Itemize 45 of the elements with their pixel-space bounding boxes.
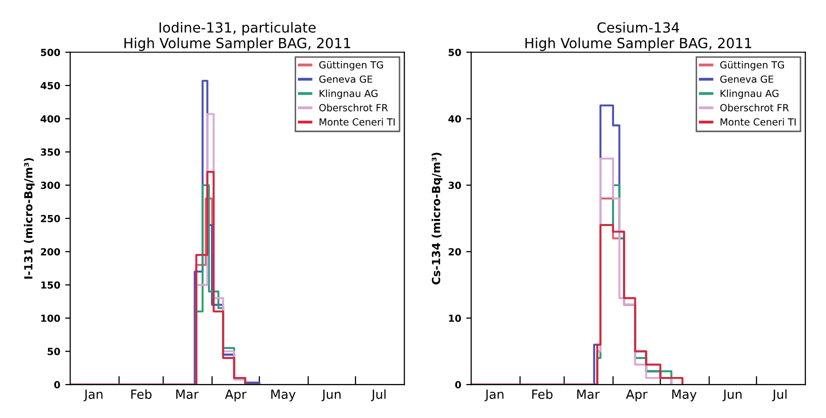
y-tick-label: 100	[41, 314, 60, 322]
legend-label: Geneva GE	[319, 75, 372, 83]
chart-title: Cesium-134 High Volume Sampler BAG, 2011	[525, 22, 752, 51]
x-tick-label: Feb	[131, 389, 152, 399]
x-tick-label: Apr	[626, 390, 648, 402]
y-tick-label: 200	[40, 248, 60, 256]
legend-label: Güttingen TG	[720, 61, 784, 70]
x-tick-label: Jul	[370, 389, 386, 402]
x-tick-label: May	[271, 390, 296, 402]
legend-label: Klingnau AG	[720, 90, 778, 99]
y-tick-label: 30	[448, 182, 462, 190]
legend-label: Güttingen TG	[319, 61, 383, 70]
y-tick-label: 500	[40, 48, 60, 56]
legend-label: Oberschrot FR	[319, 104, 388, 112]
x-tick-label: Apr	[224, 390, 247, 402]
x-tick-label: Jul	[772, 389, 786, 402]
y-tick-label: 10	[449, 314, 462, 322]
legend-label: Klingnau AG	[320, 90, 378, 99]
chart-title: Iodine-131, particulate High Volume Sampler BAG, 2011	[124, 22, 350, 51]
y-tick-label: 50	[448, 48, 462, 56]
legend-label: Monte Ceneri TI	[320, 118, 395, 126]
y-tick-label: 40	[448, 115, 462, 123]
y-tick-label: 20	[448, 248, 462, 256]
y-tick-label: 350	[40, 148, 60, 156]
y-axis-title: I-131 (micro-Bq/m³)	[24, 158, 35, 279]
y-axis-title: Cs-134 (micro-Bq/m³)	[432, 152, 442, 284]
y-tick-label: 450	[40, 82, 60, 90]
y-tick-label: 400	[40, 115, 60, 123]
x-tick-label: May	[672, 390, 697, 402]
x-tick-label: Feb	[532, 389, 553, 399]
x-tick-label: Mar	[176, 390, 199, 399]
x-tick-label: Jun	[722, 390, 742, 402]
legend-label: Geneva GE	[720, 75, 774, 83]
legend-label: Monte Ceneri TI	[720, 118, 796, 126]
x-tick-label: Mar	[577, 390, 600, 399]
x-tick-label: Jan	[84, 390, 102, 402]
legend-label: Oberschrot FR	[720, 104, 789, 112]
y-tick-label: 250	[40, 214, 60, 222]
y-tick-label: 300	[40, 182, 60, 190]
x-tick-label: Jun	[321, 390, 341, 402]
x-tick-label: Jan	[484, 390, 504, 402]
y-tick-label: 0	[455, 381, 462, 388]
y-tick-label: 0	[54, 381, 60, 388]
y-tick-label: 150	[41, 281, 60, 289]
y-tick-label: 50	[48, 348, 60, 356]
